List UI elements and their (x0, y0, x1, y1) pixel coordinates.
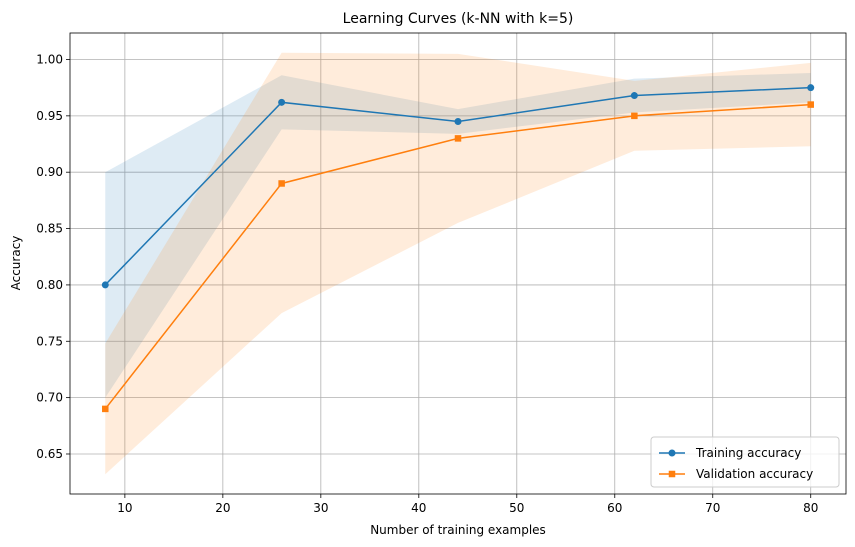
y-tick-label: 0.70 (36, 391, 63, 405)
training-accuracy-point (454, 117, 462, 125)
x-tick-label: 50 (509, 501, 524, 515)
validation-accuracy-point (102, 405, 109, 413)
y-axis-label: Accuracy (9, 236, 23, 291)
y-tick-label: 1.00 (36, 52, 63, 66)
x-tick-label: 10 (117, 501, 132, 515)
x-tick-label: 20 (215, 501, 230, 515)
x-tick-label: 60 (607, 501, 622, 515)
training-accuracy-point (278, 98, 286, 106)
y-tick-label: 0.95 (36, 109, 63, 123)
series-markers (101, 84, 815, 413)
training-accuracy-point (807, 84, 815, 92)
validation-accuracy-point (631, 112, 638, 120)
chart-title: Learning Curves (k-NN with k=5) (343, 11, 574, 27)
grid (70, 33, 846, 494)
y-tick-label: 0.90 (36, 165, 63, 179)
training-accuracy-point (630, 92, 638, 100)
validation-accuracy-point (807, 101, 814, 108)
legend-label-training: Training accuracy (695, 446, 801, 460)
training-accuracy-point (101, 281, 109, 289)
legend-marker-training (668, 449, 676, 457)
validation-accuracy-point (454, 135, 462, 142)
y-tick-label: 0.85 (36, 222, 63, 236)
legend-marker-validation (668, 470, 676, 478)
legend: Training accuracy Validation accuracy (650, 436, 840, 488)
confidence-bands (105, 52, 811, 475)
x-tick-label: 40 (411, 501, 426, 515)
training-accuracy-band (105, 73, 811, 398)
legend-box (650, 436, 840, 488)
validation-accuracy-point (278, 180, 285, 187)
legend-label-validation: Validation accuracy (696, 467, 813, 481)
x-axis-label: Number of training examples (370, 523, 546, 537)
validation-accuracy-band (105, 52, 811, 475)
y-tick-label: 0.75 (36, 334, 63, 348)
x-tick-label: 80 (803, 501, 818, 515)
plot-frame (69, 32, 847, 495)
x-tick-label: 30 (313, 501, 328, 515)
y-tick-label: 0.80 (36, 278, 63, 292)
x-tick-label: 70 (705, 501, 720, 515)
y-tick-label: 0.65 (36, 447, 63, 461)
axis-ticks: 10 20 30 40 50 60 70 80 0.65 0.70 0.75 0.80 0.85 0.90… (36, 52, 818, 515)
